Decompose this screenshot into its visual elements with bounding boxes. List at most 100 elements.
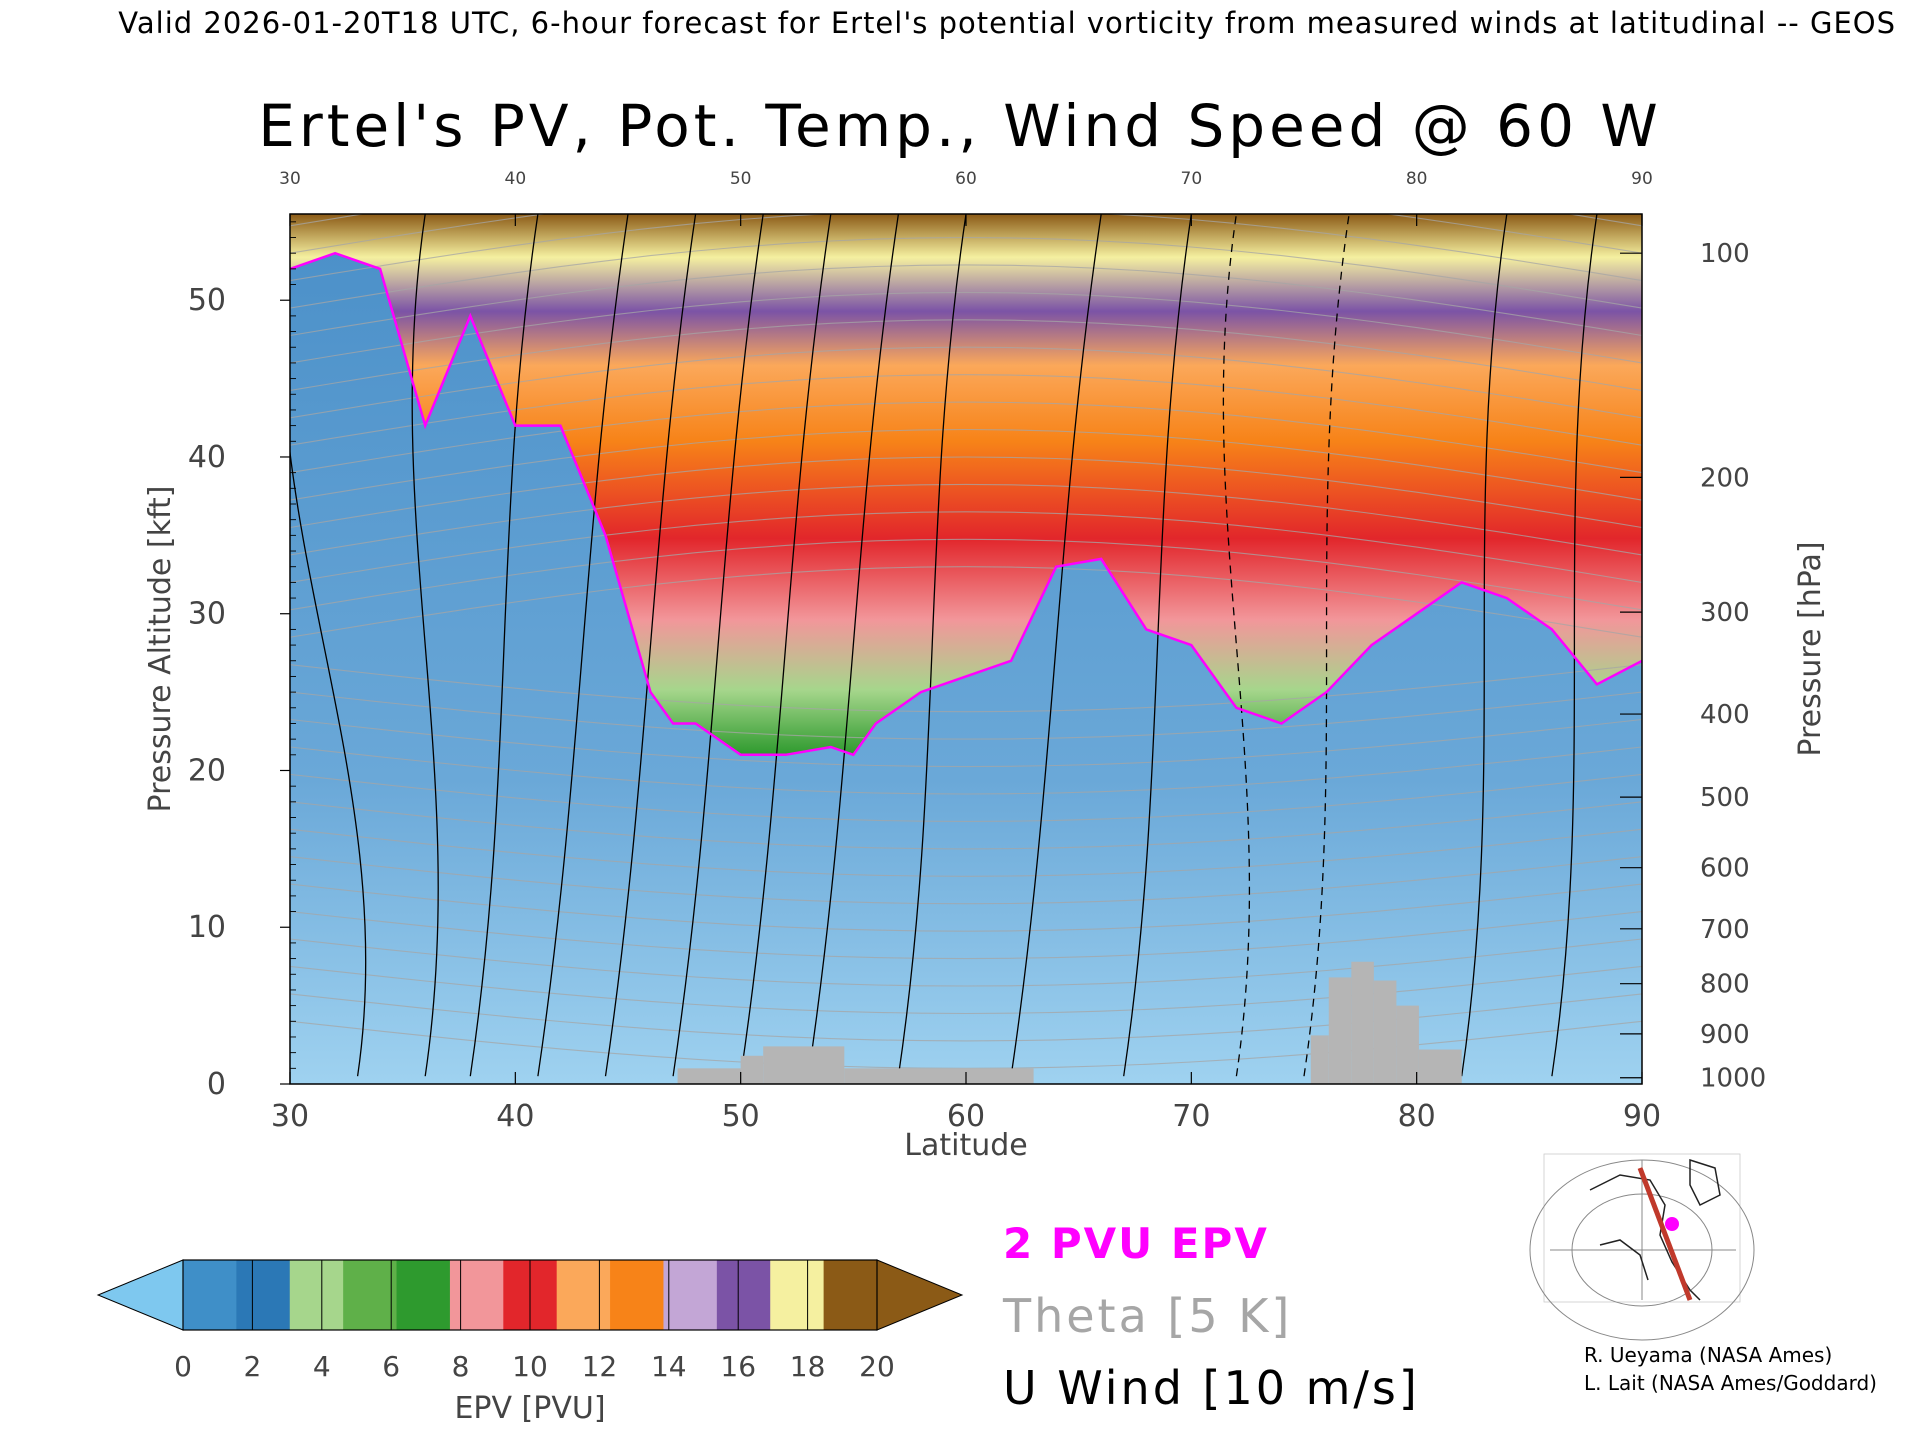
y2-axis-label: Pressure [hPa] xyxy=(1793,541,1828,756)
colorbar-tick-label: 4 xyxy=(313,1350,331,1383)
terrain-mask xyxy=(677,961,1462,1084)
theta-contour-line xyxy=(290,965,1642,1015)
terrain-block xyxy=(740,1055,764,1084)
legend-wind: U Wind [10 m/s] xyxy=(1003,1361,1420,1415)
pressure-tick-label: 500 xyxy=(1700,783,1750,813)
y-tick-label: 10 xyxy=(188,910,226,945)
theta-contour-line xyxy=(290,566,1642,638)
credit-ueyama: R. Ueyama (NASA Ames) xyxy=(1584,1343,1832,1367)
u-wind-contour-line xyxy=(604,214,697,1077)
colorbar-swatch xyxy=(236,1260,291,1330)
pressure-tick-label: 700 xyxy=(1700,915,1750,945)
theta-contour-line xyxy=(290,214,1642,282)
x-tick-label-top: 60 xyxy=(955,169,977,189)
colorbar-tick-label: 14 xyxy=(651,1350,687,1383)
terrain-block xyxy=(1396,1005,1419,1084)
colorbar-tick-label: 10 xyxy=(512,1350,548,1383)
colorbar-tick-label: 16 xyxy=(720,1350,756,1383)
pv2-contour xyxy=(290,251,1642,757)
x-tick-label: 80 xyxy=(1398,1099,1436,1134)
colorbar-swatch xyxy=(556,1260,611,1330)
y-tick-label: 40 xyxy=(188,440,226,475)
u-wind-contour-line xyxy=(1123,214,1192,1077)
pressure-tick-label: 1000 xyxy=(1700,1064,1766,1094)
colorbar-tick-label: 12 xyxy=(582,1350,618,1383)
terrain-block xyxy=(763,1046,845,1084)
theta-contour-line xyxy=(290,664,1642,713)
theta-contour-line xyxy=(290,691,1642,740)
colorbar-label: EPV [PVU] xyxy=(454,1391,605,1426)
pressure-tick-label: 400 xyxy=(1700,700,1750,730)
u-wind-contour-line xyxy=(537,214,629,1077)
theta-contour-line xyxy=(290,883,1642,932)
pressure-tick-label: 200 xyxy=(1700,463,1750,493)
terrain-block xyxy=(1328,977,1352,1084)
u-wind-contour-line xyxy=(1303,214,1350,1077)
theta-contour-line xyxy=(290,911,1642,960)
credit-lait: L. Lait (NASA Ames/Goddard) xyxy=(1584,1371,1877,1395)
terrain-block xyxy=(677,1068,741,1084)
colorbar-tick-label: 20 xyxy=(859,1350,895,1383)
legend-theta: Theta [5 K] xyxy=(1002,1289,1292,1343)
theta-contour-line xyxy=(290,856,1642,905)
colorbar-under-arrow xyxy=(96,1259,184,1331)
colorbar: 0 2 4 6 8 10 12 14 16 18 20 xyxy=(96,1259,964,1383)
colorbar-swatch xyxy=(663,1260,718,1330)
colorbar-swatch xyxy=(396,1260,451,1330)
x-tick-label: 70 xyxy=(1172,1099,1210,1134)
y-tick-label: 50 xyxy=(188,283,226,318)
theta-contour-line xyxy=(290,828,1642,877)
u-wind-contour-line xyxy=(1551,214,1598,1077)
colorbar-swatch xyxy=(183,1260,237,1330)
y-axis-label: Pressure Altitude [kft] xyxy=(143,486,178,813)
pressure-tick-label: 100 xyxy=(1700,239,1750,269)
u-wind-contour-line xyxy=(1010,214,1102,1077)
x-tick-label-top: 30 xyxy=(279,169,301,189)
theta-contour-line xyxy=(290,538,1642,611)
theta-contour-line xyxy=(290,401,1642,474)
colorbar-swatch xyxy=(289,1260,344,1330)
theta-contour-line xyxy=(290,456,1642,529)
u-wind-contour-line xyxy=(1222,214,1251,1077)
y-tick-label: 30 xyxy=(188,597,226,632)
colorbar-swatch xyxy=(343,1260,398,1330)
theta-contour-line xyxy=(290,718,1642,768)
pressure-tick-label: 800 xyxy=(1700,970,1750,1000)
theta-contour-line xyxy=(290,511,1642,583)
x-axis-label: Latitude xyxy=(904,1128,1027,1163)
u-wind-contours xyxy=(290,214,1598,1077)
theta-contour-line xyxy=(290,773,1642,822)
theta-contour-line xyxy=(290,801,1642,850)
x-tick-label: 90 xyxy=(1623,1099,1661,1134)
u-wind-contour-line xyxy=(740,214,832,1077)
colorbar-tick-label: 6 xyxy=(382,1350,400,1383)
colorbar-tick-label: 8 xyxy=(452,1350,470,1383)
u-wind-contour-line xyxy=(411,214,439,1077)
theta-contour-line xyxy=(290,264,1642,337)
u-wind-contour-line xyxy=(1461,214,1508,1077)
theta-contour-line xyxy=(290,483,1642,556)
u-wind-contour-line xyxy=(290,214,367,1077)
pressure-tick-label: 300 xyxy=(1700,598,1750,628)
x-tick-label-top: 40 xyxy=(505,169,527,189)
terrain-block xyxy=(1351,961,1374,1084)
plot-area xyxy=(290,214,1642,1084)
y-tick-label: 20 xyxy=(188,753,226,788)
theta-contour-line xyxy=(290,319,1642,391)
colorbar-tick-label: 0 xyxy=(174,1350,192,1383)
theta-contour-line xyxy=(290,374,1642,446)
y-tick-label: 0 xyxy=(207,1067,226,1102)
theta-contour-line xyxy=(290,746,1642,795)
pressure-tick-label: 600 xyxy=(1700,854,1750,884)
theta-contour-line xyxy=(290,346,1642,419)
terrain-block xyxy=(1373,980,1397,1084)
u-wind-contour-line xyxy=(469,214,539,1077)
terrain-block xyxy=(1310,1035,1329,1084)
theta-contour-line xyxy=(290,938,1642,987)
colorbar-tick-label: 18 xyxy=(790,1350,826,1383)
x-tick-label-top: 80 xyxy=(1406,169,1428,189)
colorbar-swatch xyxy=(610,1260,664,1330)
x-tick-label-top: 90 xyxy=(1631,169,1653,189)
chart-title: Ertel's PV, Pot. Temp., Wind Speed @ 60 … xyxy=(258,92,1662,160)
x-tick-label-top: 50 xyxy=(730,169,752,189)
